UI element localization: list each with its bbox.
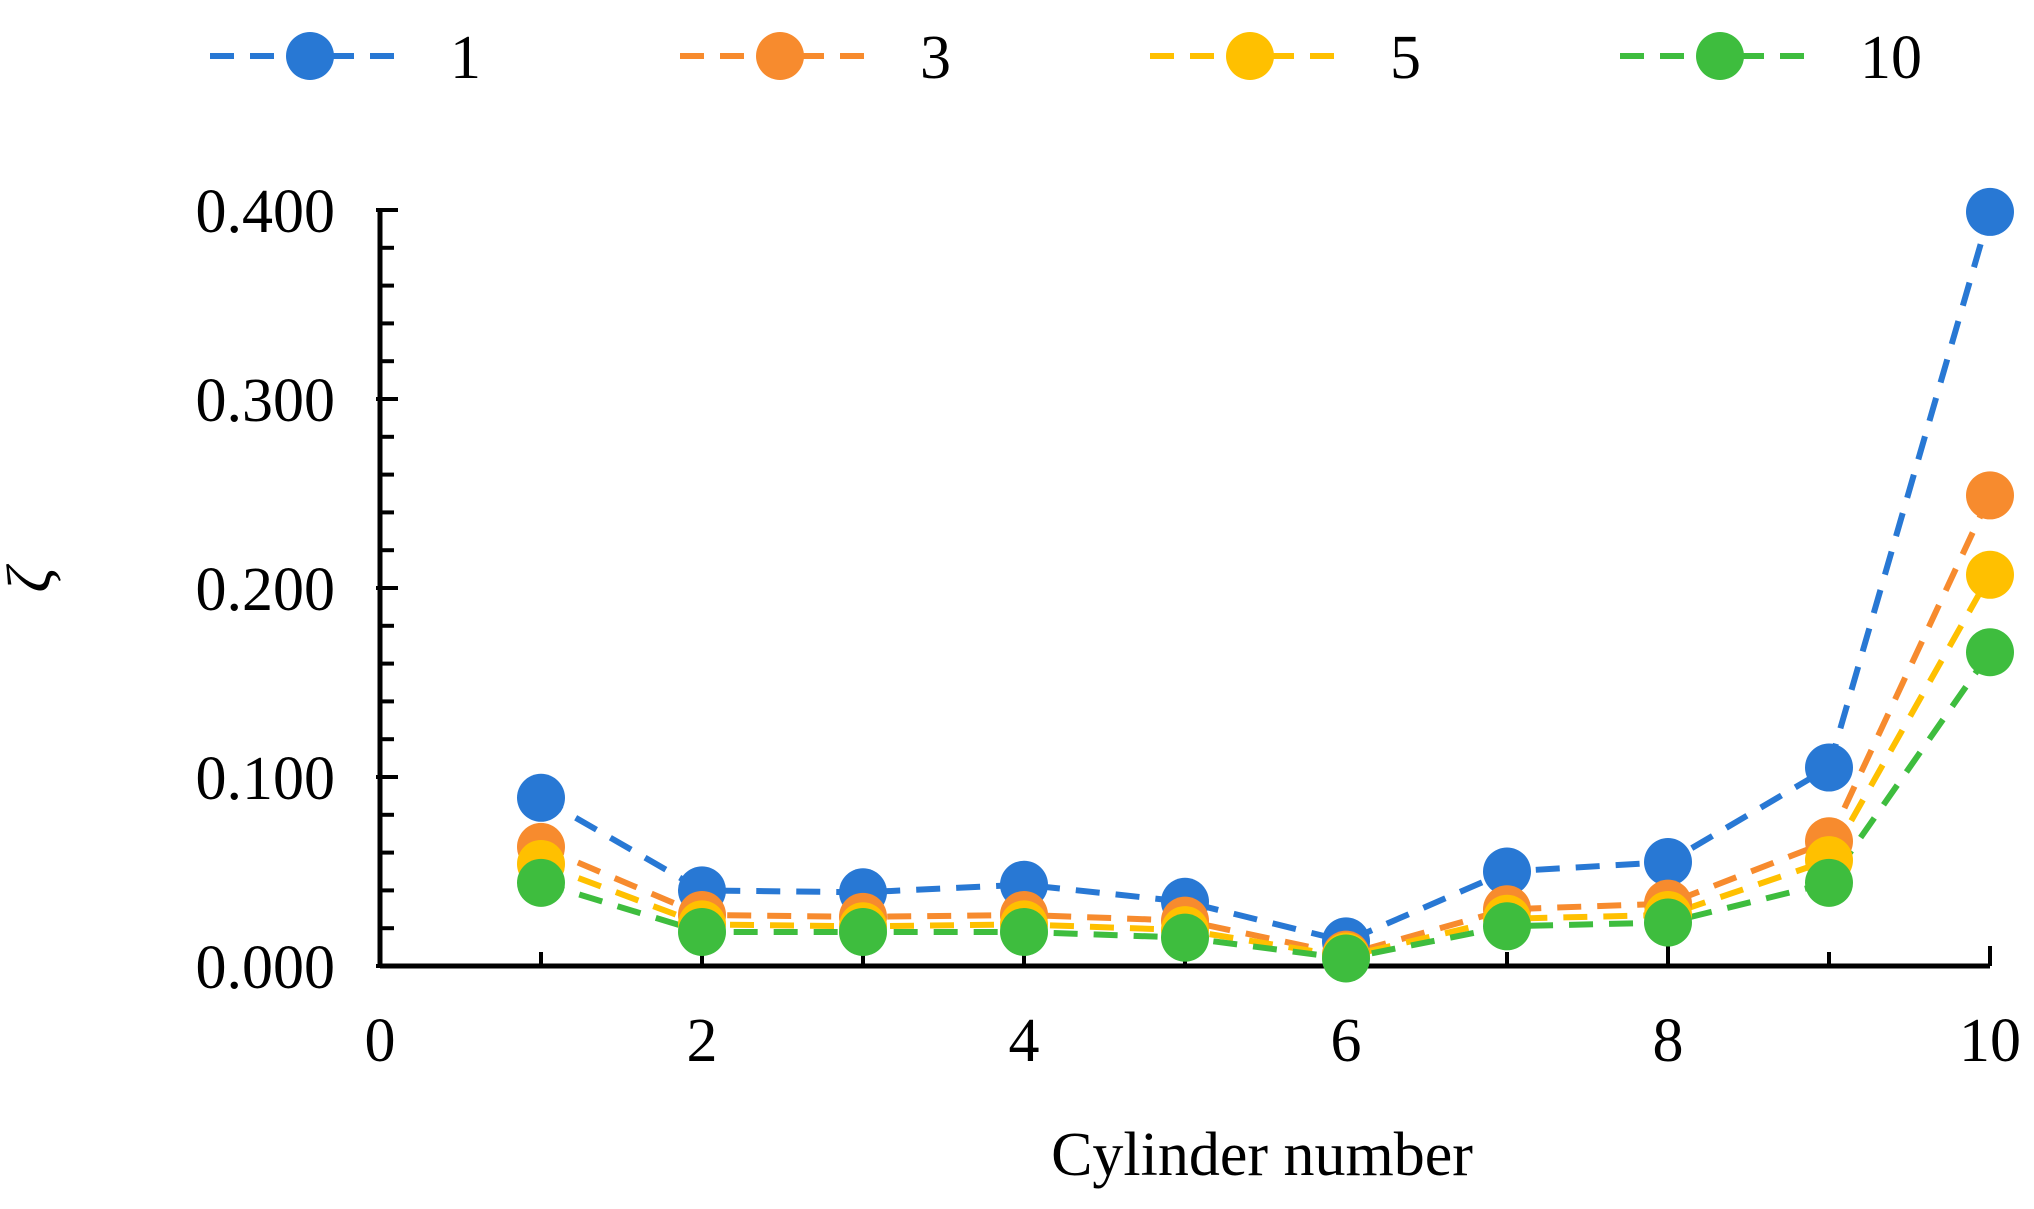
y-tick-label: 0.400	[196, 178, 336, 246]
axes: 0 2 4 6 8 10 0.000 0.100 0.200 0.300 0.400	[196, 178, 2022, 1075]
legend-item-3: 3	[680, 24, 951, 92]
data-point-series-1	[517, 773, 565, 822]
data-point-series-5	[1966, 550, 2014, 599]
data-point-series-1	[1966, 187, 2014, 236]
data-point-series-1	[1805, 743, 1853, 792]
data-point-series-10	[517, 858, 565, 907]
x-tick-label: 0	[365, 1007, 396, 1075]
legend-label: 10	[1860, 24, 1922, 92]
data-point-series-10	[1483, 902, 1531, 951]
x-tick-label: 2	[687, 1007, 718, 1075]
legend-item-10: 10	[1620, 24, 1922, 92]
y-axis-title: ζ	[0, 564, 64, 593]
legend-marker-swatch	[1226, 32, 1274, 80]
data-point-series-10	[1322, 934, 1370, 983]
data-point-series-10	[1805, 858, 1853, 907]
data-point-series-10	[1000, 907, 1048, 956]
series-line-10	[540, 650, 1993, 962]
series-line-1	[539, 211, 1993, 945]
legend-marker-swatch	[756, 32, 804, 80]
legend-item-5: 5	[1150, 24, 1421, 92]
x-tick-label: 6	[1331, 1007, 1362, 1075]
legend-label: 5	[1390, 24, 1421, 92]
y-tick-label: 0.300	[196, 367, 336, 435]
legend-label: 1	[450, 24, 481, 92]
x-tick-label: 4	[1009, 1007, 1040, 1075]
legend: 1 3 5 10	[210, 24, 1922, 92]
data-point-series-10	[1644, 898, 1692, 947]
data-point-series-1	[1644, 838, 1692, 887]
data-point-series-10	[1161, 913, 1209, 962]
y-tick-label: 0.100	[196, 745, 336, 813]
series-line-3	[539, 494, 1993, 958]
data-point-series-10	[839, 907, 887, 956]
data-point-series-10	[1966, 628, 2014, 677]
x-tick-label: 10	[1959, 1007, 2021, 1075]
data-point-series-3	[1966, 471, 2014, 520]
y-tick-label: 0.200	[196, 556, 336, 624]
legend-label: 3	[920, 24, 951, 92]
series-markers	[517, 187, 2014, 983]
legend-marker-swatch	[286, 32, 334, 80]
x-tick-label: 8	[1653, 1007, 1684, 1075]
legend-item-1: 1	[210, 24, 481, 92]
series-lines	[539, 211, 1993, 962]
y-tick-label: 0.000	[196, 934, 336, 1002]
x-axis-title: Cylinder number	[1051, 1121, 1473, 1189]
series-line-5	[539, 573, 1993, 960]
legend-marker-swatch	[1696, 32, 1744, 80]
data-point-series-1	[1483, 847, 1531, 896]
data-point-series-10	[678, 907, 726, 956]
